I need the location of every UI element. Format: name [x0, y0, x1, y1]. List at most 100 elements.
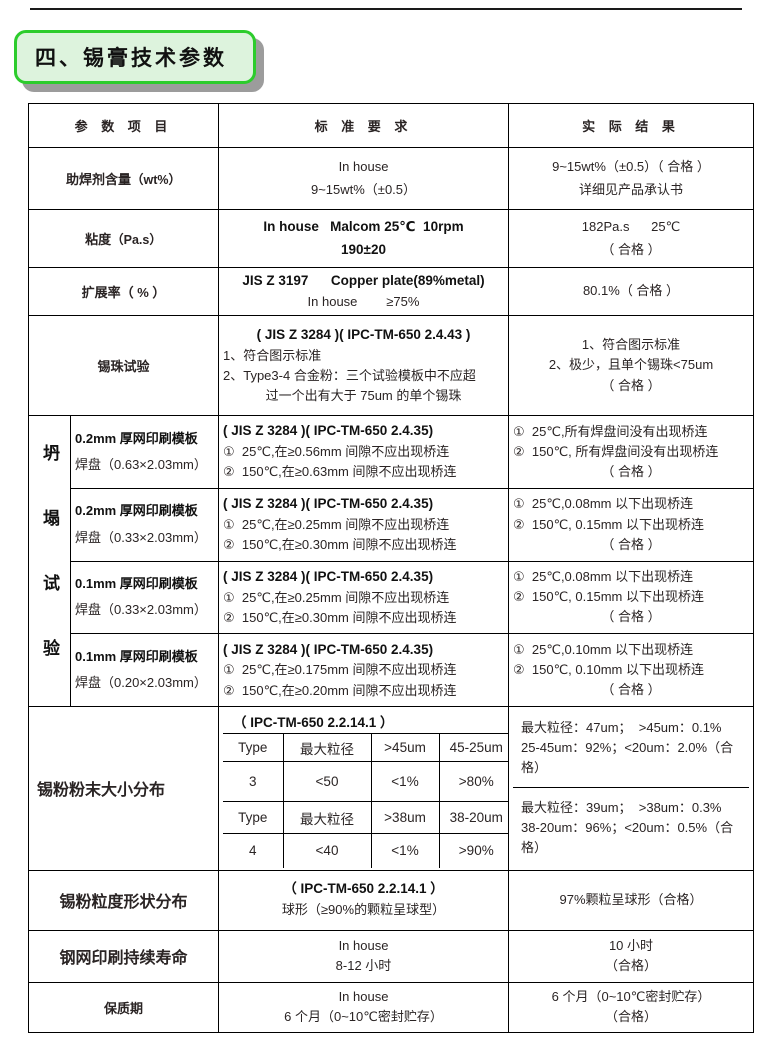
std-line: JIS Z 3197 Copper plate(89%metal)	[242, 272, 485, 288]
collapse-res-1: ① 25℃,所有焊盘间没有出现桥连 ② 150℃, 所有焊盘间没有出现桥连 （ …	[508, 415, 754, 489]
powder-res-type3: 最大粒径：47um； >45um：0.1% 25-45um：92%；<20um：…	[513, 709, 749, 789]
powder-size-inner-table: （ IPC-TM-650 2.2.14.1 ） Type 最大粒径 >45um …	[222, 708, 508, 868]
res-line: （ 合格 ）	[601, 241, 661, 257]
header-standard: 标 准 要 求	[218, 103, 509, 148]
collapse-std-3: ( JIS Z 3284 )( IPC-TM-650 2.4.35) ① 25℃…	[218, 560, 509, 635]
std-line: ( JIS Z 3284 )( IPC-TM-650 2.4.43 )	[256, 326, 471, 342]
res-line: 最大粒径：47um； >45um：0.1%	[521, 720, 722, 736]
inner-value-cell: >90%	[438, 833, 508, 868]
row-stencil-life: 钢网印刷持续寿命 In house 8-12 小时 10 小时 （合格）	[28, 929, 754, 983]
res-powder-shape: 97%颗粒呈球形（合格）	[508, 869, 754, 931]
res-line: （ 合格 ）	[601, 377, 661, 393]
collapse-sublabel-4: 0.1mm 厚网印刷模板 焊盘（0.20×2.03mm）	[70, 633, 219, 707]
std-line: 球形（≥90%的颗粒呈球型）	[281, 902, 446, 918]
header-result: 实 际 结 果	[508, 103, 754, 148]
sublabel-line: 0.2mm 厚网印刷模板	[75, 503, 198, 519]
std-line: ② 150℃,在≥0.30mm 间隙不应出现桥连	[223, 537, 457, 553]
std-line: 过一个出有大于 75um 的单个锡珠	[265, 388, 462, 404]
std-flux: In house 9~15wt%（±0.5）	[218, 147, 509, 210]
std-shelf-life: In house 6 个月（0~10℃密封贮存）	[218, 981, 509, 1033]
res-flux: 9~15wt%（±0.5）（ 合格 ） 详细见产品承认书	[508, 147, 754, 210]
param-powder-shape: 锡粉粒度形状分布	[28, 869, 219, 931]
std-line: In house	[338, 937, 389, 953]
collapse-res-2: ① 25℃,0.08mm 以下出现桥连 ② 150℃, 0.15mm 以下出现桥…	[508, 487, 754, 562]
table-header-row: 参 数 项 目 标 准 要 求 实 际 结 果	[28, 103, 754, 148]
std-line: 8-12 小时	[335, 958, 392, 973]
res-line: ② 150℃, 0.15mm 以下出现桥连	[513, 516, 704, 532]
std-line: ② 150℃,在≥0.20mm 间隙不应出现桥连	[223, 682, 457, 698]
row-powder-size: 锡粉粉末大小分布 （ IPC-TM-650 2.2.14.1 ） Type 最大…	[28, 706, 754, 871]
res-line: ① 25℃,所有焊盘间没有出现桥连	[513, 423, 708, 439]
inner-value-cell: <1%	[370, 833, 440, 868]
sublabel-line: 0.1mm 厚网印刷模板	[75, 648, 198, 664]
param-shelf-life: 保质期	[28, 981, 219, 1033]
std-line: In house	[338, 159, 389, 175]
sublabel-line: 焊盘（0.63×2.03mm）	[75, 456, 207, 472]
inner-value-cell: 3	[222, 761, 284, 802]
std-line: ① 25℃,在≥0.25mm 间隙不应出现桥连	[223, 589, 450, 605]
std-line: ① 25℃,在≥0.56mm 间隙不应出现桥连	[223, 444, 450, 460]
header-param: 参 数 项 目	[28, 103, 219, 148]
res-line: 182Pa.s 25℃	[581, 219, 681, 235]
sublabel-line: 焊盘（0.20×2.03mm）	[75, 675, 207, 691]
collapse-sublabel-1: 0.2mm 厚网印刷模板 焊盘（0.63×2.03mm）	[70, 415, 219, 489]
inner-value-cell: >80%	[438, 761, 508, 802]
inner-header-cell: 38-20um	[438, 801, 508, 834]
res-line: 详细见产品承认书	[578, 181, 683, 197]
std-line: ( JIS Z 3284 )( IPC-TM-650 2.4.35)	[223, 568, 434, 584]
section-title: 四、锡膏技术参数	[14, 30, 256, 84]
inner-header-cell: >38um	[370, 801, 440, 834]
row-collapse-3: 0.1mm 厚网印刷模板 焊盘（0.33×2.03mm） ( JIS Z 328…	[29, 560, 754, 635]
sublabel-line: 0.1mm 厚网印刷模板	[75, 576, 198, 592]
res-line: 9~15wt%（±0.5）（ 合格 ）	[552, 159, 710, 175]
res-line: ① 25℃,0.10mm 以下出现桥连	[513, 641, 694, 657]
res-line: 最大粒径：39um； >38um：0.3%	[521, 799, 722, 815]
res-line: （ 合格 ）	[601, 536, 661, 552]
sublabel-line: 焊盘（0.33×2.03mm）	[75, 602, 207, 618]
std-line: 2、Type3-4 合金粉：三个试验模板中不应超	[223, 367, 476, 383]
res-solder-ball: 1、符合图示标准 2、极少，且单个锡珠<75um （ 合格 ）	[508, 315, 754, 416]
powder-size-res: 最大粒径：47um； >45um：0.1% 25-45um：92%；<20um：…	[508, 706, 754, 871]
row-collapse-2: 0.2mm 厚网印刷模板 焊盘（0.33×2.03mm） ( JIS Z 328…	[29, 487, 754, 562]
inner-header-row-1: Type 最大粒径 >45um 45-25um	[222, 733, 508, 762]
collapse-vertical-label: 坍塌试验	[40, 444, 59, 704]
std-line: ① 25℃,在≥0.175mm 间隙不应出现桥连	[223, 662, 457, 678]
std-line: In house	[338, 988, 389, 1004]
std-viscosity: In house Malcom 25℃ 10rpm 190±20	[218, 209, 509, 268]
inner-header-cell: 最大粒径	[282, 801, 372, 834]
inner-value-cell: <1%	[370, 761, 440, 802]
res-shelf-life: 6 个月（0~10℃密封贮存） （合格）	[508, 981, 754, 1033]
param-viscosity: 粘度（Pa.s）	[28, 209, 219, 268]
sublabel-line: 0.2mm 厚网印刷模板	[75, 430, 198, 446]
inner-header-cell: 最大粒径	[282, 733, 372, 762]
res-line: 1、符合图示标准	[581, 337, 681, 353]
std-stencil-life: In house 8-12 小时	[218, 929, 509, 983]
collapse-sublabel-3: 0.1mm 厚网印刷模板 焊盘（0.33×2.03mm）	[70, 560, 219, 635]
res-line: 97%颗粒呈球形（合格）	[559, 891, 703, 907]
row-flux: 助焊剂含量（wt%） In house 9~15wt%（±0.5） 9~15wt…	[28, 147, 754, 210]
res-line: （ 合格 ）	[601, 463, 661, 479]
inner-value-row-1: 3 <50 <1% >80%	[222, 761, 508, 802]
res-stencil-life: 10 小时 （合格）	[508, 929, 754, 983]
res-line: ② 150℃, 所有焊盘间没有出现桥连	[513, 443, 719, 459]
param-flux: 助焊剂含量（wt%）	[28, 147, 219, 210]
res-line: （合格）	[604, 1009, 657, 1024]
res-line: 6 个月（0~10℃密封贮存）	[551, 988, 711, 1004]
std-powder-shape: （ IPC-TM-650 2.2.14.1 ） 球形（≥90%的颗粒呈球型）	[218, 869, 509, 931]
parameters-table: 参 数 项 目 标 准 要 求 实 际 结 果 助焊剂含量（wt%） In ho…	[28, 103, 754, 1033]
std-line: In house Malcom 25℃ 10rpm	[263, 218, 464, 234]
row-shelf-life: 保质期 In house 6 个月（0~10℃密封贮存） 6 个月（0~10℃密…	[28, 981, 754, 1033]
collapse-std-2: ( JIS Z 3284 )( IPC-TM-650 2.4.35) ① 25℃…	[218, 487, 509, 562]
param-spread: 扩展率（ % ）	[28, 267, 219, 316]
inner-value-cell: <40	[282, 833, 372, 868]
inner-header-row-2: Type 最大粒径 >38um 38-20um	[222, 801, 508, 834]
std-line: ( JIS Z 3284 )( IPC-TM-650 2.4.35)	[223, 496, 434, 512]
param-solder-ball: 锡珠试验	[28, 315, 219, 416]
inner-value-cell: 4	[222, 833, 284, 868]
row-powder-shape: 锡粉粒度形状分布 （ IPC-TM-650 2.2.14.1 ） 球形（≥90%…	[28, 869, 754, 931]
powder-res-type4: 最大粒径：39um； >38um：0.3% 38-20um：96%；<20um：…	[513, 788, 749, 867]
inner-header-cell: >45um	[370, 733, 440, 762]
std-line: 6 个月（0~10℃密封贮存）	[284, 1009, 443, 1024]
param-stencil-life: 钢网印刷持续寿命	[28, 929, 219, 983]
